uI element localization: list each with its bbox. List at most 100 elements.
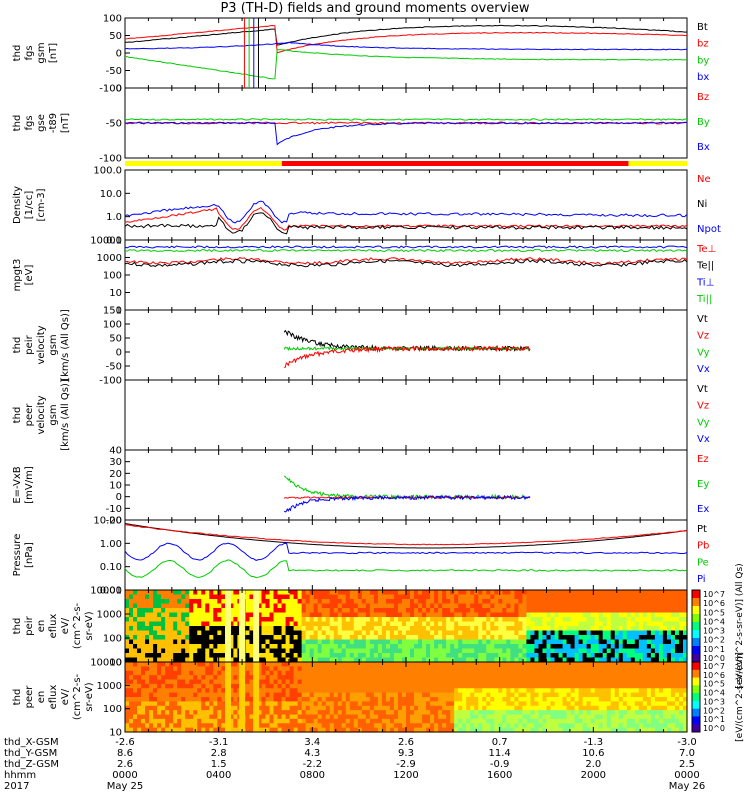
heatmap-cell <box>369 675 375 681</box>
heatmap-cell <box>582 653 588 659</box>
heatmap-cell <box>313 608 319 614</box>
heatmap-cell <box>530 679 536 685</box>
heatmap-cell <box>466 679 471 685</box>
heatmap-cell <box>514 648 519 654</box>
heatmap-cell <box>606 653 612 659</box>
heatmap-cell <box>546 662 552 667</box>
heatmap-cell <box>614 621 620 627</box>
heatmap-cell <box>514 626 519 632</box>
heatmap-cell <box>534 714 540 720</box>
heatmap-cell <box>361 683 367 689</box>
heatmap-cell <box>269 675 275 681</box>
heatmap-cell <box>526 727 532 733</box>
heatmap-cell <box>530 705 536 711</box>
heatmap-cell <box>337 723 343 729</box>
heatmap-cell <box>389 626 395 632</box>
heatmap-cell <box>638 657 644 663</box>
heatmap-cell <box>313 714 319 720</box>
heatmap-cell <box>466 683 471 689</box>
heatmap-cell <box>666 657 672 663</box>
heatmap-cell <box>434 648 439 654</box>
heatmap-cell <box>365 723 371 729</box>
heatmap-cell <box>442 688 447 694</box>
heatmap-cell <box>377 617 383 623</box>
heatmap-cell <box>498 608 503 614</box>
heatmap-cell <box>249 692 255 698</box>
y-tick-label: 1.0 <box>106 212 122 223</box>
heatmap-cell <box>313 727 319 733</box>
heatmap-cell <box>325 692 331 698</box>
heatmap-cell <box>498 662 503 667</box>
heatmap-cell <box>325 666 331 672</box>
heatmap-stripe <box>253 662 260 732</box>
heatmap-cell <box>377 653 383 659</box>
heatmap-cell <box>217 594 222 600</box>
heatmap-cell <box>486 688 491 694</box>
heatmap-cell <box>654 714 660 720</box>
heatmap-cell <box>377 710 383 716</box>
heatmap-cell <box>574 648 580 654</box>
heatmap-cell <box>594 714 600 720</box>
heatmap-cell <box>297 594 303 600</box>
heatmap-cell <box>353 697 359 702</box>
heatmap-cell <box>289 603 295 609</box>
heatmap-cell <box>385 705 391 711</box>
heatmap-cell <box>125 644 130 650</box>
heatmap-cell <box>133 608 138 614</box>
heatmap-cell <box>466 639 471 645</box>
heatmap-cell <box>606 723 612 729</box>
heatmap-cell <box>642 662 648 667</box>
heatmap-cell <box>249 679 255 685</box>
heatmap-cell <box>670 617 676 623</box>
heatmap-cell <box>470 626 475 632</box>
heatmap-cell <box>229 710 234 716</box>
heatmap-cell <box>650 692 656 698</box>
heatmap-cell <box>373 644 379 650</box>
heatmap-cell <box>562 612 568 618</box>
heatmap-cell <box>570 594 576 600</box>
heatmap-cell <box>526 679 532 685</box>
heatmap-cell <box>373 653 379 659</box>
heatmap-cell <box>510 701 515 707</box>
heatmap-cell <box>614 718 620 724</box>
heatmap-cell <box>153 683 158 689</box>
heatmap-cell <box>137 626 142 632</box>
heatmap-cell <box>209 701 214 707</box>
heatmap-cell <box>554 705 560 711</box>
heatmap-cell <box>410 718 415 724</box>
heatmap-cell <box>177 679 182 685</box>
heatmap-cell <box>261 675 267 681</box>
heatmap-cell <box>594 670 600 676</box>
heatmap-cell <box>337 594 343 600</box>
heatmap-cell <box>466 718 471 724</box>
heatmap-cell <box>590 635 596 641</box>
heatmap-cell <box>313 657 319 663</box>
heatmap-cell <box>213 639 218 645</box>
heatmap-cell <box>185 705 190 711</box>
y-axis-label: gsm <box>48 404 59 425</box>
heatmap-cell <box>674 679 680 685</box>
heatmap-cell <box>181 688 186 694</box>
heatmap-cell <box>554 621 560 627</box>
heatmap-cell <box>205 590 210 596</box>
heatmap-cell <box>337 705 343 711</box>
heatmap-cell <box>221 688 226 694</box>
heatmap-cell <box>438 626 443 632</box>
heatmap-cell <box>550 594 556 600</box>
heatmap-cell <box>345 653 351 659</box>
heatmap-cell <box>530 603 536 609</box>
heatmap-cell <box>414 679 419 685</box>
heatmap-cell <box>450 630 455 636</box>
heatmap-cell <box>149 683 154 689</box>
heatmap-cell <box>153 727 158 733</box>
heatmap-cell <box>209 657 214 663</box>
heatmap-cell <box>466 710 471 716</box>
heatmap-cell <box>566 710 572 716</box>
heatmap-cell <box>157 630 162 636</box>
heatmap-cell <box>357 697 363 702</box>
heatmap-cell <box>281 635 287 641</box>
heatmap-cell <box>442 701 447 707</box>
heatmap-cell <box>193 701 198 707</box>
heatmap-cell <box>658 701 664 707</box>
heatmap-cell <box>606 603 612 609</box>
